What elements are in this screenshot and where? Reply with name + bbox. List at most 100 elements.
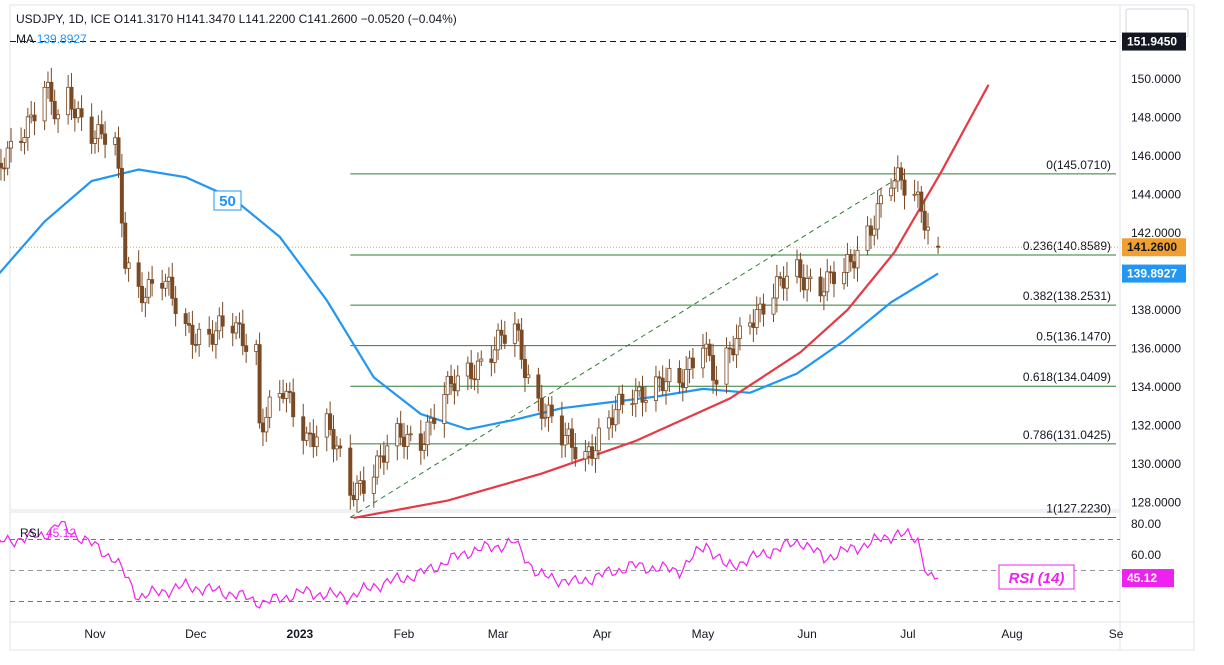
candle-body <box>724 347 729 385</box>
candle-body <box>687 357 692 370</box>
candle-body <box>926 226 931 231</box>
candle-body <box>452 383 457 392</box>
rsi-legend-value: 45.12 <box>46 526 76 540</box>
candle-body <box>751 322 756 328</box>
candle-body <box>9 140 14 149</box>
candle-body <box>492 349 497 363</box>
candle-body <box>617 393 622 411</box>
candle-body <box>472 378 477 381</box>
candle-body <box>842 272 847 285</box>
candle-body <box>170 276 175 299</box>
candle-body <box>220 315 225 327</box>
candle-body <box>66 86 71 116</box>
symbol-ohlc-line: USDJPY, 1D, ICE O141.3170 H141.3470 L141… <box>16 12 457 26</box>
candle-body <box>163 280 168 289</box>
candle-body <box>281 393 286 399</box>
candle-body <box>217 315 222 332</box>
candle-body <box>872 228 877 236</box>
time-axis-labels: Nov Dec 2023 Feb Mar Apr May Jun Jul Aug Se <box>84 627 1123 641</box>
candle-body <box>89 116 94 144</box>
rsi-tick-label: 80.00 <box>1131 517 1161 531</box>
candle-body <box>771 297 776 315</box>
fib-trend-line <box>350 173 905 518</box>
candle-body <box>546 404 551 418</box>
candle-body <box>620 393 625 405</box>
candle-body <box>361 480 366 494</box>
candle-body <box>210 333 215 345</box>
candle-body <box>566 428 571 436</box>
rsi-title-box <box>998 564 1075 590</box>
candle-body <box>331 429 336 450</box>
candle-body <box>395 423 400 447</box>
candle-body <box>633 390 638 405</box>
candle-body <box>301 416 306 441</box>
fib-level-label: 1(127.2230) <box>1046 501 1111 515</box>
candle-body <box>734 338 739 356</box>
price-tick-label: 146.0000 <box>1131 149 1181 163</box>
candle-body <box>563 435 568 446</box>
candle-body <box>52 100 57 120</box>
candle-body <box>402 436 407 447</box>
rsi-tick-label: 60.00 <box>1131 548 1161 562</box>
candle-body <box>519 329 524 360</box>
candle-body <box>119 167 124 224</box>
candle-body <box>230 325 235 334</box>
ma-legend-value: 139.8927 <box>36 32 87 46</box>
candle-body <box>664 381 669 392</box>
price-tick-label: 142.0000 <box>1131 226 1181 240</box>
candle-body <box>637 386 642 392</box>
candle-body <box>848 254 853 263</box>
rsi-legend-label: RSI <box>20 526 40 540</box>
candle-body <box>432 417 437 424</box>
price-tick-label: 132.0000 <box>1131 419 1181 433</box>
candle-body <box>351 494 356 501</box>
fib-level-label: 0.5(136.1470) <box>1036 330 1111 344</box>
candle-body <box>160 282 165 289</box>
time-tick-label: Se <box>1109 627 1124 641</box>
chart-legend: USDJPY, 1D, ICE O141.3170 H141.3470 L141… <box>16 11 457 47</box>
candle-body <box>267 396 272 418</box>
last-price-tag: 141.2600 <box>1127 240 1177 254</box>
candle-body <box>22 137 27 143</box>
candle-body <box>640 386 645 403</box>
candle-body <box>879 195 884 205</box>
ma-price-tag-bg <box>1122 264 1186 283</box>
candle-body <box>613 409 618 426</box>
candle-body <box>371 476 376 494</box>
candle-body <box>526 374 531 379</box>
candle-body <box>465 362 470 377</box>
candle-body <box>25 116 30 138</box>
candle-body <box>543 416 548 419</box>
candle-body <box>852 261 857 269</box>
candle-body <box>140 286 145 304</box>
candle-body <box>680 382 685 388</box>
rsi-pane-border <box>9 511 1121 623</box>
candle-body <box>311 433 316 448</box>
ma-period-box <box>213 190 242 211</box>
candle-body <box>187 323 192 326</box>
candle-body <box>657 376 662 379</box>
candle-body <box>304 432 309 441</box>
candle-body <box>32 114 37 122</box>
time-tick-label: Dec <box>185 627 206 641</box>
candle-body <box>116 137 121 169</box>
candle-body <box>45 81 50 88</box>
time-tick-label: Feb <box>394 627 415 641</box>
candle-body <box>244 345 249 352</box>
candle-body <box>700 347 705 369</box>
candle-body <box>660 377 665 392</box>
candle-body <box>875 203 880 230</box>
candle-body <box>103 133 108 145</box>
candle-body <box>667 368 672 383</box>
candle-body <box>818 276 823 297</box>
candle-body <box>378 455 383 458</box>
ma-price-tag: 139.8927 <box>1127 267 1177 281</box>
candle-body <box>936 245 941 248</box>
candle-body <box>573 447 578 460</box>
candle-body <box>704 343 709 349</box>
candle-body <box>173 297 178 315</box>
candle-body <box>207 328 212 335</box>
candle-body <box>237 322 242 325</box>
price-tick-label: 138.0000 <box>1131 303 1181 317</box>
